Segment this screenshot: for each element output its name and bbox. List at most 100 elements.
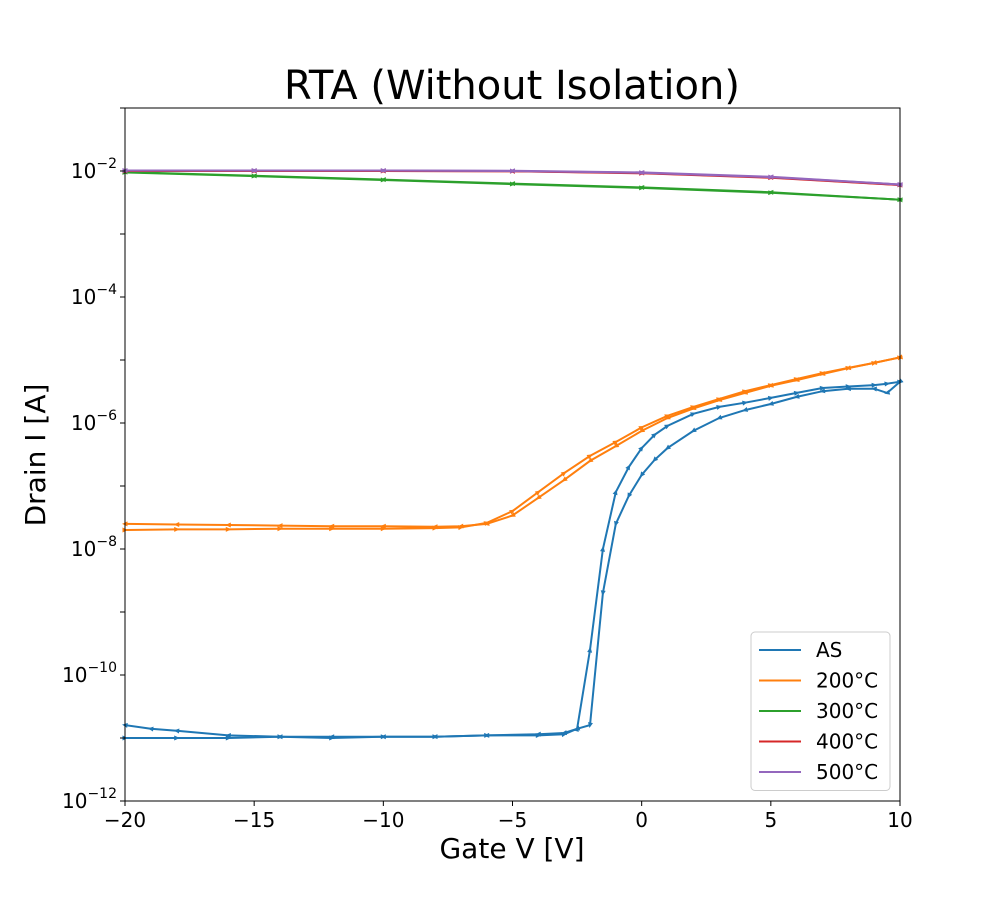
legend-label: 300°C	[816, 699, 878, 723]
series-0-reverse-point	[665, 444, 671, 450]
y-tick-exponent: −6	[96, 408, 117, 424]
series-1-forward-point	[534, 490, 541, 496]
x-tick-label: −20	[104, 808, 146, 832]
series-1-forward-point	[586, 454, 593, 460]
x-tick-label: 0	[635, 808, 648, 832]
series-1-forward-point	[509, 509, 516, 515]
x-axis-label: Gate V [V]	[439, 832, 584, 865]
series-0-reverse-point	[871, 386, 877, 392]
series-layer	[122, 167, 904, 741]
series-0-reverse-point	[690, 427, 697, 433]
series-1-reverse-point	[845, 365, 852, 371]
series-0-reverse-point	[716, 414, 723, 420]
series-4-reverse-point	[380, 168, 386, 174]
series-1-reverse-point	[819, 371, 826, 376]
series-0-reverse-point	[277, 734, 283, 740]
y-axis-label: Drain I [A]	[19, 384, 52, 527]
series-0-reverse-point	[652, 456, 659, 463]
y-tick-base: 10	[71, 285, 96, 309]
series-1-reverse-point	[613, 442, 620, 448]
series-0-forward-point	[690, 412, 697, 418]
series-1-forward-point	[380, 526, 387, 532]
series-0-forward-point	[638, 445, 644, 452]
y-tick-label: 10−4	[71, 282, 117, 309]
series-4-reverse-point	[509, 168, 516, 174]
series-0-reverse-point	[614, 520, 619, 527]
series-1-reverse-point	[225, 522, 231, 528]
series-1-forward-point	[174, 526, 180, 532]
series-1-forward-point	[277, 526, 283, 532]
series-1-reverse-point	[483, 520, 490, 526]
series-2-reverse-point	[638, 184, 645, 190]
series-0-reverse-point	[328, 734, 335, 740]
series-4-reverse-point	[251, 168, 257, 173]
series-1-reverse-point	[793, 377, 800, 382]
series-0-forward-point	[600, 546, 605, 552]
series-0-forward-point	[174, 735, 180, 741]
y-tick-base: 10	[71, 159, 96, 183]
legend-label: 200°C	[816, 669, 878, 693]
series-2-reverse-point	[380, 177, 386, 183]
chart-title: RTA (Without Isolation)	[284, 63, 740, 109]
series-1-forward-point	[329, 526, 335, 532]
series-1-forward-point	[225, 526, 232, 532]
series-2-forward-line	[124, 171, 901, 201]
series-4-reverse-point	[767, 174, 774, 180]
series-0-forward-point	[625, 464, 631, 471]
series-4-reverse-point	[638, 169, 645, 175]
y-tick-label: 10−6	[71, 408, 117, 435]
x-tick-label: −15	[233, 808, 275, 832]
series-1-reverse-point	[380, 523, 386, 529]
y-tick-exponent: −10	[87, 660, 117, 676]
series-1-reverse-point	[561, 476, 568, 482]
legend-label: AS	[816, 638, 842, 662]
y-tick-exponent: −4	[96, 282, 117, 298]
series-1-reverse-point	[639, 427, 646, 433]
series-0-reverse-point	[432, 734, 438, 740]
series-1-reverse-line	[124, 356, 901, 528]
series-0-reverse-point	[225, 733, 231, 739]
series-1-reverse-point	[509, 512, 516, 517]
legend-label: 400°C	[816, 730, 878, 754]
y-tick-label: 10−10	[62, 660, 117, 687]
series-1-reverse-point	[871, 359, 878, 365]
series-0-forward-point	[612, 489, 618, 496]
series-0-reverse-point	[627, 492, 633, 499]
series-1-forward-point	[612, 440, 619, 446]
series-1-reverse-point	[173, 522, 180, 528]
series-1-forward-point	[638, 426, 645, 431]
series-1-reverse-point	[277, 523, 283, 529]
series-0-forward-point	[871, 382, 878, 388]
series-0-reverse-point	[897, 378, 904, 384]
series-0-reverse-point	[639, 471, 646, 478]
x-tick-label: −5	[498, 808, 527, 832]
series-1-reverse-point	[767, 382, 774, 388]
series-0-reverse-point	[819, 388, 826, 394]
series-0-reverse-point	[561, 730, 568, 736]
series-1-reverse-point	[716, 397, 723, 402]
y-tick-exponent: −2	[96, 156, 117, 172]
series-1-reverse-point	[328, 523, 335, 529]
series-1-forward-point	[560, 471, 567, 477]
series-1-reverse-point	[457, 523, 464, 529]
series-0-reverse-point	[574, 725, 581, 731]
series-0-forward-point	[793, 390, 800, 396]
y-tick-label: 10−2	[71, 156, 117, 183]
series-0-forward-point	[225, 735, 232, 741]
series-0-reverse-point	[767, 400, 774, 406]
series-0-reverse-point	[147, 726, 154, 732]
series-1-reverse-point	[432, 524, 438, 530]
series-0-reverse-point	[793, 393, 800, 399]
series-0-forward-point	[819, 385, 826, 391]
series-1-reverse-point	[742, 389, 749, 395]
x-tick-layer: −20 −15 −10 −5 0 5 10	[104, 801, 913, 832]
series-1-reverse-point	[587, 457, 594, 463]
series-0-reverse-point	[483, 732, 490, 738]
legend: AS 200°C 300°C 400°C 500°C	[750, 631, 891, 791]
series-0-reverse-point	[884, 389, 891, 395]
series-0-forward-point	[651, 432, 657, 439]
series-2-reverse-point	[767, 189, 774, 195]
